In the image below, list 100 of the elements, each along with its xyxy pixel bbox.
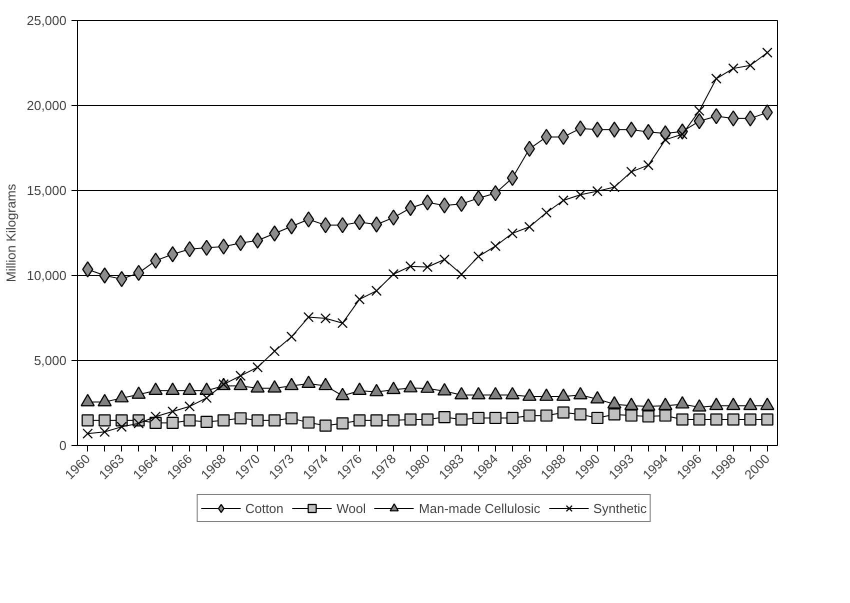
point xyxy=(422,194,434,210)
legend-label: Wool xyxy=(336,500,366,516)
legend-label: Synthetic xyxy=(593,500,647,516)
point xyxy=(184,401,195,412)
point xyxy=(727,413,740,426)
point xyxy=(235,370,246,381)
point xyxy=(490,185,502,202)
point xyxy=(438,411,451,424)
point xyxy=(456,196,468,212)
point xyxy=(507,228,518,239)
point xyxy=(472,412,485,424)
point xyxy=(728,63,739,74)
point xyxy=(574,120,586,137)
point xyxy=(302,416,315,429)
point xyxy=(166,416,179,429)
point xyxy=(592,186,603,196)
point xyxy=(745,60,756,71)
point xyxy=(659,409,672,422)
point xyxy=(286,218,298,234)
point xyxy=(506,412,519,424)
point xyxy=(184,414,196,426)
point xyxy=(421,413,434,426)
point xyxy=(591,412,604,424)
point xyxy=(506,170,518,186)
point xyxy=(337,318,348,328)
point xyxy=(234,412,247,424)
point xyxy=(456,269,467,280)
point xyxy=(575,190,586,200)
point xyxy=(388,209,400,226)
point xyxy=(167,406,178,417)
point xyxy=(133,418,144,429)
point xyxy=(252,232,264,249)
point xyxy=(694,106,705,116)
point xyxy=(268,414,281,426)
point xyxy=(744,413,756,426)
point xyxy=(200,416,213,428)
point xyxy=(201,392,212,404)
y-axis-title: Million Kilograms xyxy=(4,183,19,282)
point xyxy=(523,409,536,422)
y-tick-label: 10,000 xyxy=(26,268,67,283)
point xyxy=(541,207,552,218)
point xyxy=(370,414,383,426)
point xyxy=(625,409,638,422)
point xyxy=(592,122,604,138)
point xyxy=(489,412,502,424)
point xyxy=(370,216,382,233)
point xyxy=(269,346,280,356)
point xyxy=(405,261,416,272)
point xyxy=(388,268,399,280)
legend-label: Cotton xyxy=(245,500,284,516)
point xyxy=(404,413,417,426)
point xyxy=(404,200,416,216)
y-tick-label: 20,000 xyxy=(26,98,67,113)
point xyxy=(472,190,484,206)
point xyxy=(609,182,620,192)
point xyxy=(626,166,637,177)
point xyxy=(302,211,314,228)
point xyxy=(286,332,297,342)
point xyxy=(524,222,535,232)
point xyxy=(660,134,671,145)
point xyxy=(150,411,161,422)
point xyxy=(116,422,127,432)
point xyxy=(473,251,484,262)
point xyxy=(320,217,332,234)
point xyxy=(693,413,706,426)
point xyxy=(353,414,366,426)
point xyxy=(354,214,366,230)
point xyxy=(82,414,94,426)
point xyxy=(540,409,553,422)
point xyxy=(676,413,688,426)
point xyxy=(524,140,536,157)
point xyxy=(608,408,620,420)
point xyxy=(438,197,450,214)
point xyxy=(643,160,654,170)
point xyxy=(540,128,552,146)
point xyxy=(387,414,400,426)
point xyxy=(354,294,365,304)
point xyxy=(371,286,382,296)
point xyxy=(574,408,587,420)
point xyxy=(99,426,110,438)
point xyxy=(251,414,264,426)
point xyxy=(558,128,570,146)
point xyxy=(558,195,569,206)
point xyxy=(98,414,111,426)
point xyxy=(711,73,722,84)
point xyxy=(252,362,263,372)
point xyxy=(268,225,280,242)
point xyxy=(490,240,501,252)
point xyxy=(303,312,314,322)
point xyxy=(320,313,331,324)
y-tick-label: 5,000 xyxy=(34,353,67,368)
point xyxy=(336,217,348,234)
y-tick-label: 0 xyxy=(59,438,67,453)
point xyxy=(761,413,774,426)
legend-label: Man-made Cellulosic xyxy=(418,500,540,516)
y-tick-label: 25,000 xyxy=(26,13,67,28)
point xyxy=(642,410,654,423)
point xyxy=(218,414,230,426)
point xyxy=(82,428,93,439)
point xyxy=(439,254,450,265)
